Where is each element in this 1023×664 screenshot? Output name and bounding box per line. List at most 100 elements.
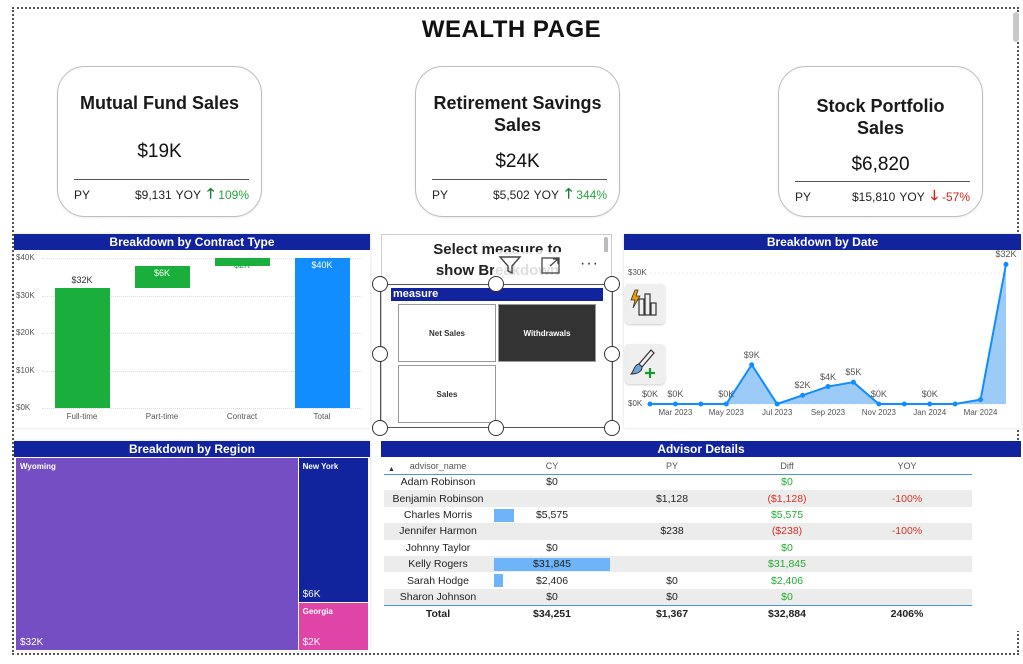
data-point[interactable] bbox=[1003, 261, 1009, 267]
data-point[interactable] bbox=[647, 401, 653, 407]
resize-handle[interactable] bbox=[372, 420, 388, 436]
resize-handle[interactable] bbox=[604, 276, 620, 292]
cell-yoy: -100% bbox=[842, 490, 972, 507]
column-header-diff[interactable]: Diff bbox=[732, 458, 842, 475]
cell-yoy bbox=[842, 474, 972, 490]
y-axis-tick-label: $10K bbox=[16, 365, 35, 375]
data-point[interactable] bbox=[850, 379, 856, 385]
column-header-py[interactable]: PY bbox=[612, 458, 732, 475]
data-label: $2K bbox=[794, 380, 811, 391]
data-point[interactable] bbox=[723, 401, 729, 407]
chart-title: Breakdown by Date bbox=[624, 234, 1021, 250]
cell-cy-value: $31,845 bbox=[533, 558, 571, 571]
y-axis-tick-label: $0K bbox=[628, 399, 643, 408]
cell-cy: $2,406 bbox=[492, 572, 612, 588]
cell-diff: $0 bbox=[781, 541, 793, 554]
slicer-option-withdrawals[interactable]: Withdrawals bbox=[498, 304, 596, 362]
cell-py bbox=[612, 555, 732, 573]
resize-handle[interactable] bbox=[488, 276, 504, 292]
table-row[interactable]: Charles Morris $5,575 $5,575 bbox=[384, 507, 972, 523]
kpi-py-value: $9,131 bbox=[134, 188, 172, 202]
data-label: $5K bbox=[845, 367, 862, 378]
kpi-title: Retirement Savings Sales bbox=[433, 93, 602, 135]
column-header-yoy[interactable]: YOY bbox=[842, 458, 972, 475]
data-point[interactable] bbox=[800, 392, 806, 398]
total-cy: $34,251 bbox=[492, 604, 612, 622]
contract-type-chart[interactable]: Breakdown by Contract Type $0K $10K $20K $3… bbox=[14, 234, 370, 428]
treemap-category-label: Georgia bbox=[302, 607, 333, 616]
selection-box bbox=[380, 284, 613, 428]
resize-handle[interactable] bbox=[488, 420, 504, 436]
table-row[interactable]: Sarah Hodge $2,406 $0 $2,406 bbox=[384, 572, 972, 588]
cell-yoy bbox=[842, 555, 972, 573]
kpi-py-label: PY bbox=[74, 188, 91, 202]
total-label: Total bbox=[384, 604, 492, 622]
table-row[interactable]: Adam Robinson $0 $0 bbox=[384, 474, 972, 490]
table-row[interactable]: Kelly Rogers $31,845 $31,845 bbox=[384, 555, 972, 573]
data-point[interactable] bbox=[825, 384, 831, 390]
data-label: $6K bbox=[153, 267, 170, 278]
slicer-scrollbar[interactable] bbox=[604, 237, 608, 253]
column-header-advisor-name[interactable]: advisor_name bbox=[384, 458, 492, 475]
cell-diff: $0 bbox=[781, 476, 793, 489]
vertical-scrollbar[interactable] bbox=[1013, 12, 1019, 42]
cell-advisor-name: Sharon Johnson bbox=[384, 588, 492, 606]
table-row[interactable]: Johnny Taylor $0 $0 bbox=[384, 540, 972, 556]
kpi-title: Stock Portfolio Sales bbox=[816, 96, 945, 138]
data-point[interactable] bbox=[749, 362, 755, 368]
resize-handle[interactable] bbox=[372, 276, 388, 292]
cell-py bbox=[612, 540, 732, 556]
filter-icon[interactable] bbox=[498, 254, 522, 276]
data-point[interactable] bbox=[672, 401, 678, 407]
cell-advisor-name: Sarah Hodge bbox=[407, 574, 469, 587]
series-line bbox=[650, 264, 1007, 406]
data-point[interactable] bbox=[698, 401, 704, 407]
total-cy-value: $34,251 bbox=[533, 607, 571, 620]
more-options-icon[interactable]: ··· bbox=[580, 255, 599, 272]
data-point[interactable] bbox=[901, 401, 907, 407]
treemap-tile-wyoming[interactable]: Wyoming $32K bbox=[16, 458, 298, 650]
resize-handle[interactable] bbox=[604, 420, 620, 436]
waterfall-bar[interactable] bbox=[294, 258, 350, 408]
table-row[interactable]: Sharon Johnson $0 $0 $0 bbox=[384, 588, 972, 606]
format-visual-button[interactable] bbox=[625, 344, 665, 384]
waterfall-bar[interactable] bbox=[214, 258, 270, 266]
data-label: $0K bbox=[921, 389, 938, 399]
date-chart[interactable]: Breakdown by Date $0K $0K $0K $9K $2K $4K $5K $… bbox=[624, 234, 1021, 428]
x-axis-tick-label: Total bbox=[313, 412, 331, 421]
treemap-tile-georgia[interactable]: Georgia $2K bbox=[298, 603, 368, 650]
data-point[interactable] bbox=[774, 401, 780, 407]
treemap-value-label: $6K bbox=[302, 589, 321, 600]
treemap-category-label: Wyoming bbox=[20, 462, 56, 471]
region-chart[interactable]: Breakdown by Region Wyoming $32K New York $… bbox=[14, 441, 370, 651]
cell-advisor-name: Johnny Taylor bbox=[405, 541, 471, 554]
cell-cy: $5,575 bbox=[492, 507, 612, 523]
table-row[interactable]: Jennifer Harmon $238 ($238) -100% bbox=[384, 523, 972, 540]
resize-handle[interactable] bbox=[604, 346, 620, 362]
build-visual-button[interactable] bbox=[625, 284, 665, 324]
treemap-area: Wyoming $32K New York $6K Georgia $2K bbox=[16, 458, 368, 650]
resize-handle[interactable] bbox=[372, 346, 388, 362]
data-point[interactable] bbox=[927, 401, 933, 407]
kpi-comparison-row: PY $5,502 YOY 🡑 344% bbox=[432, 179, 607, 207]
data-point[interactable] bbox=[978, 397, 984, 403]
cell-cy: $0 bbox=[492, 474, 612, 490]
waterfall-bar[interactable] bbox=[54, 288, 110, 408]
data-label: $0K bbox=[870, 389, 887, 399]
slicer-option-sales[interactable]: Sales bbox=[398, 365, 496, 423]
table-row[interactable]: Benjamin Robinson $1,128 ($1,128) -100% bbox=[384, 490, 972, 507]
gridline bbox=[42, 258, 362, 259]
kpi-py-label: PY bbox=[795, 190, 812, 204]
data-point[interactable] bbox=[952, 401, 958, 407]
waterfall-bar[interactable] bbox=[134, 265, 190, 288]
kpi-yoy-value: 109% bbox=[218, 188, 249, 202]
treemap-tile-new-york[interactable]: New York $6K bbox=[298, 458, 368, 602]
cell-py bbox=[612, 474, 732, 490]
kpi-value: $6,820 bbox=[851, 154, 910, 175]
column-header-cy[interactable]: CY bbox=[492, 458, 612, 475]
data-point[interactable] bbox=[876, 401, 882, 407]
focus-mode-icon[interactable] bbox=[540, 256, 562, 276]
cell-advisor-name: Benjamin Robinson bbox=[384, 490, 492, 507]
slicer-option-net-sales[interactable]: Net Sales bbox=[398, 304, 496, 362]
cell-diff: $2,406 bbox=[770, 574, 804, 587]
